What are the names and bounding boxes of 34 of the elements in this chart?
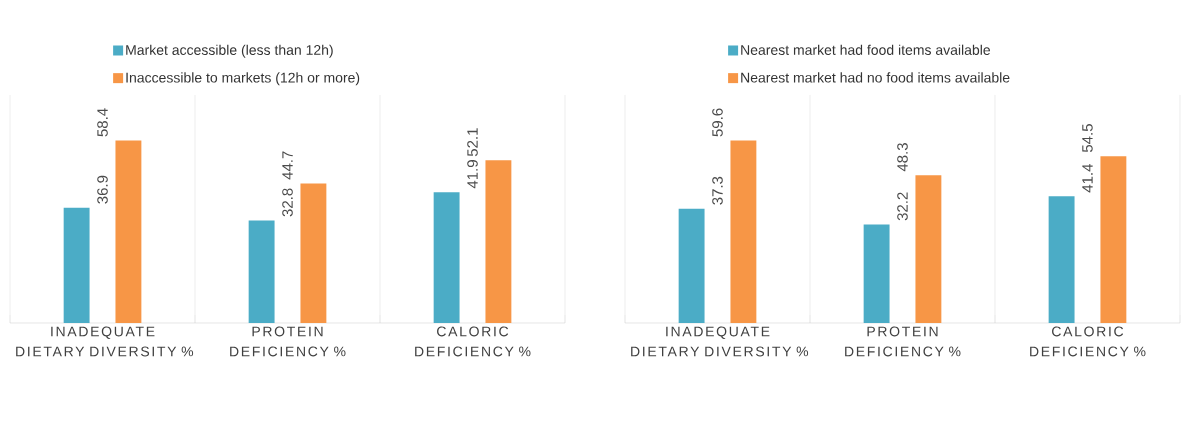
- x-tick-label: INADEQUATE DIETARY DIVERSITY %: [631, 326, 809, 357]
- bar: [678, 208, 705, 323]
- bar: [863, 224, 890, 323]
- x-tick-label: CALORIC DEFICIENCY %: [1030, 326, 1146, 357]
- data-label: 48.3: [897, 143, 908, 172]
- x-tick-label: INADEQUATE DIETARY DIVERSITY %: [16, 326, 194, 357]
- x-tick-label: CALORIC DEFICIENCY %: [415, 326, 531, 357]
- data-label: 41.9: [467, 160, 478, 189]
- legend-label: Market accessible (less than 12h): [126, 44, 333, 58]
- bar: [115, 140, 142, 323]
- bar: [63, 207, 90, 323]
- data-label: 32.2: [897, 192, 908, 221]
- data-label: 59.6: [712, 108, 723, 137]
- legend-label: Nearest market had food items available: [741, 44, 991, 55]
- bar: [915, 175, 942, 323]
- data-label: 58.4: [97, 108, 108, 137]
- data-label: 41.4: [1082, 164, 1093, 193]
- bar: [433, 192, 460, 323]
- bar: [300, 183, 327, 323]
- bar: [730, 140, 757, 323]
- data-label: 32.8: [282, 188, 293, 217]
- bar: [248, 220, 275, 323]
- x-tick-label: PROTEIN DEFICIENCY %: [845, 326, 961, 357]
- bar: [1048, 196, 1075, 323]
- bar: [485, 160, 512, 323]
- legend-label: Inaccessible to markets (12h or more): [126, 72, 360, 86]
- data-label: 52.1: [467, 128, 478, 157]
- data-label: 36.9: [97, 175, 108, 204]
- data-label: 37.3: [712, 176, 723, 205]
- x-tick-label: PROTEIN DEFICIENCY %: [230, 326, 346, 357]
- bar: [1100, 156, 1127, 323]
- data-label: 54.5: [1082, 124, 1093, 153]
- data-label: 44.7: [282, 151, 293, 180]
- legend-label: Nearest market had no food items available: [741, 72, 1010, 83]
